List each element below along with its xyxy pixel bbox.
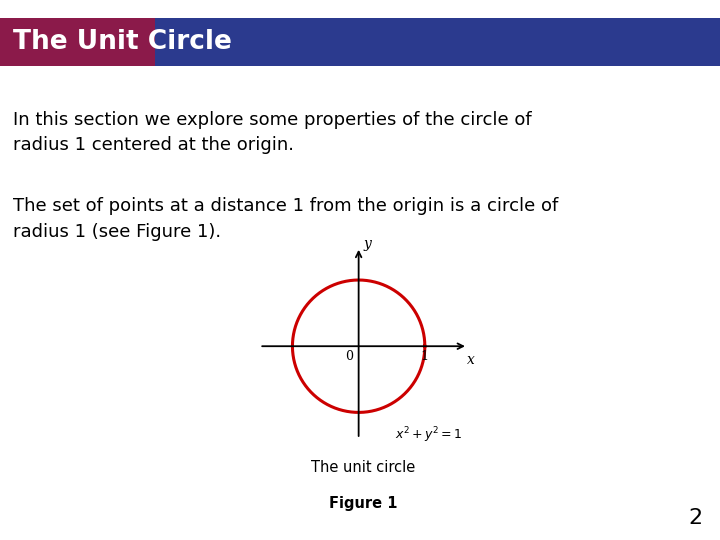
Text: Figure 1: Figure 1	[329, 496, 398, 511]
Text: In this section we explore some properties of the circle of
radius 1 centered at: In this section we explore some properti…	[13, 111, 531, 154]
Text: 1: 1	[420, 350, 429, 363]
Text: The set of points at a distance 1 from the origin is a circle of
radius 1 (see F: The set of points at a distance 1 from t…	[13, 197, 558, 241]
Text: The Unit Circle: The Unit Circle	[13, 29, 232, 55]
Bar	[155, 18, 720, 66]
Text: The unit circle: The unit circle	[312, 460, 415, 475]
Text: $x^2 + y^2 = 1$: $x^2 + y^2 = 1$	[395, 426, 462, 446]
Text: 0: 0	[346, 350, 354, 363]
Bar	[0, 18, 155, 66]
Text: y: y	[364, 237, 371, 251]
Text: x: x	[467, 353, 475, 367]
Text: 2: 2	[688, 508, 702, 528]
